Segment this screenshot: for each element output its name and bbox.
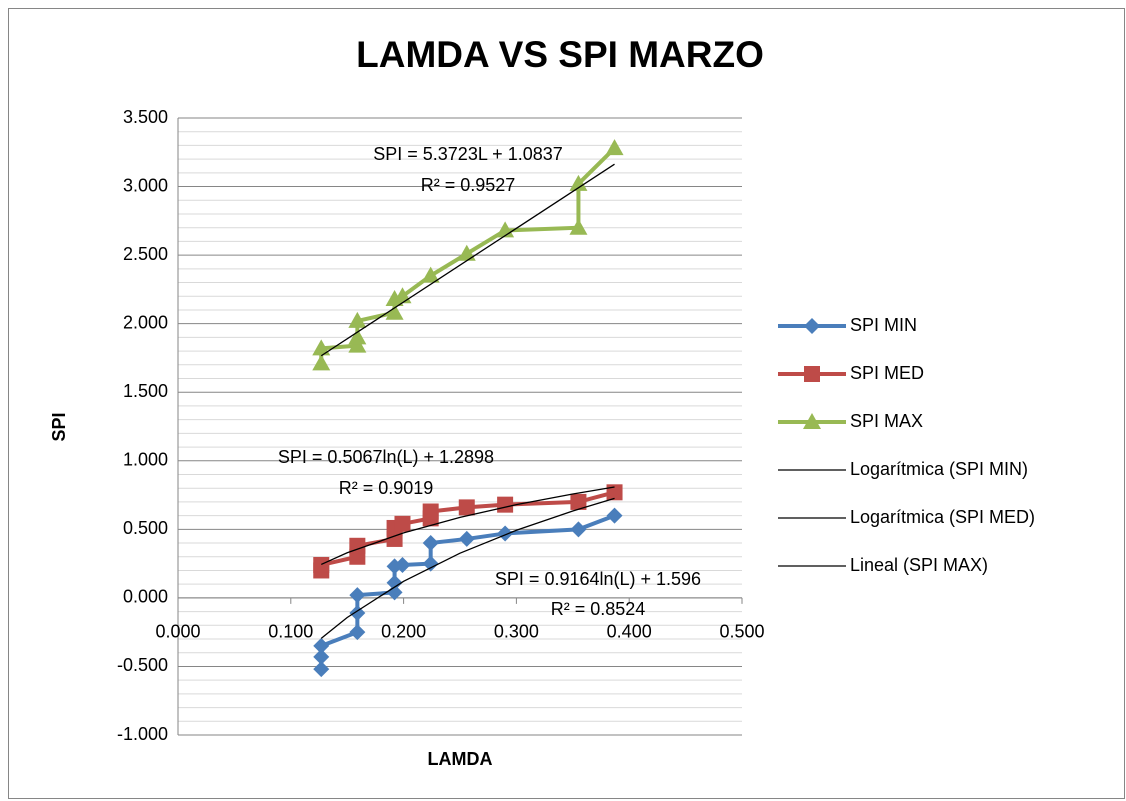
annotation: R² = 0.8524 [551, 599, 646, 619]
y-axis-label: SPI [49, 412, 69, 441]
point [421, 266, 440, 283]
legend-label: Logarítmica (SPI MED) [850, 507, 1035, 527]
legend-marker [803, 413, 821, 429]
annotation: SPI = 5.3723L + 1.0837 [373, 144, 563, 164]
x-tick-label: 0.400 [607, 622, 652, 642]
annotation: SPI = 0.9164ln(L) + 1.596 [495, 569, 701, 589]
series-line [319, 513, 616, 670]
legend-label: SPI MAX [850, 411, 923, 431]
point [569, 174, 588, 191]
point [386, 574, 403, 591]
y-tick-label: 2.000 [123, 312, 168, 332]
legend-marker [804, 366, 820, 382]
trendline [320, 486, 615, 566]
point [312, 339, 331, 356]
point [497, 496, 514, 513]
point [570, 493, 587, 510]
y-tick-label: 3.000 [123, 175, 168, 195]
chart-title: LAMDA VS SPI MARZO [356, 34, 764, 75]
point [394, 556, 411, 573]
point [422, 503, 439, 520]
point [570, 521, 587, 538]
point [349, 587, 366, 604]
point [386, 584, 403, 601]
y-tick-label: -1.000 [117, 724, 168, 744]
point [313, 661, 330, 678]
x-tick-label: 0.200 [381, 622, 426, 642]
x-tick-label: 0.000 [155, 622, 200, 642]
point [348, 328, 367, 345]
point [605, 139, 624, 156]
point [313, 637, 330, 654]
y-tick-label: 0.500 [123, 518, 168, 538]
y-tick-label: 0.000 [123, 587, 168, 607]
point [569, 218, 588, 235]
point [422, 555, 439, 572]
x-tick-label: 0.100 [268, 622, 313, 642]
point [313, 556, 330, 573]
point [348, 336, 367, 353]
point [312, 354, 331, 371]
point [313, 648, 330, 665]
point [606, 484, 623, 501]
legend-label: SPI MED [850, 363, 924, 383]
legend-label: SPI MIN [850, 315, 917, 335]
y-tick-label: 2.500 [123, 244, 168, 264]
y-tick-label: 1.000 [123, 450, 168, 470]
point [349, 624, 366, 641]
legend-label: Logarítmica (SPI MIN) [850, 459, 1028, 479]
y-tick-label: 1.500 [123, 381, 168, 401]
annotation: R² = 0.9527 [421, 175, 516, 195]
point [458, 530, 475, 547]
legend-label: Lineal (SPI MAX) [850, 555, 988, 575]
point [497, 525, 514, 542]
annotation: R² = 0.9019 [339, 478, 434, 498]
point [422, 535, 439, 552]
x-tick-label: 0.300 [494, 622, 539, 642]
y-tick-label: 3.500 [123, 107, 168, 127]
point [458, 499, 475, 516]
trendline [320, 497, 615, 639]
annotation: SPI = 0.5067ln(L) + 1.2898 [278, 447, 494, 467]
point [606, 507, 623, 524]
point [348, 311, 367, 328]
point [349, 537, 366, 554]
x-axis-label: LAMDA [428, 749, 493, 769]
y-tick-label: -0.500 [117, 655, 168, 675]
point [457, 244, 476, 261]
legend-marker [804, 318, 820, 334]
x-tick-label: 0.500 [719, 622, 764, 642]
trendline [320, 163, 615, 357]
point [385, 303, 404, 320]
point [394, 515, 411, 532]
